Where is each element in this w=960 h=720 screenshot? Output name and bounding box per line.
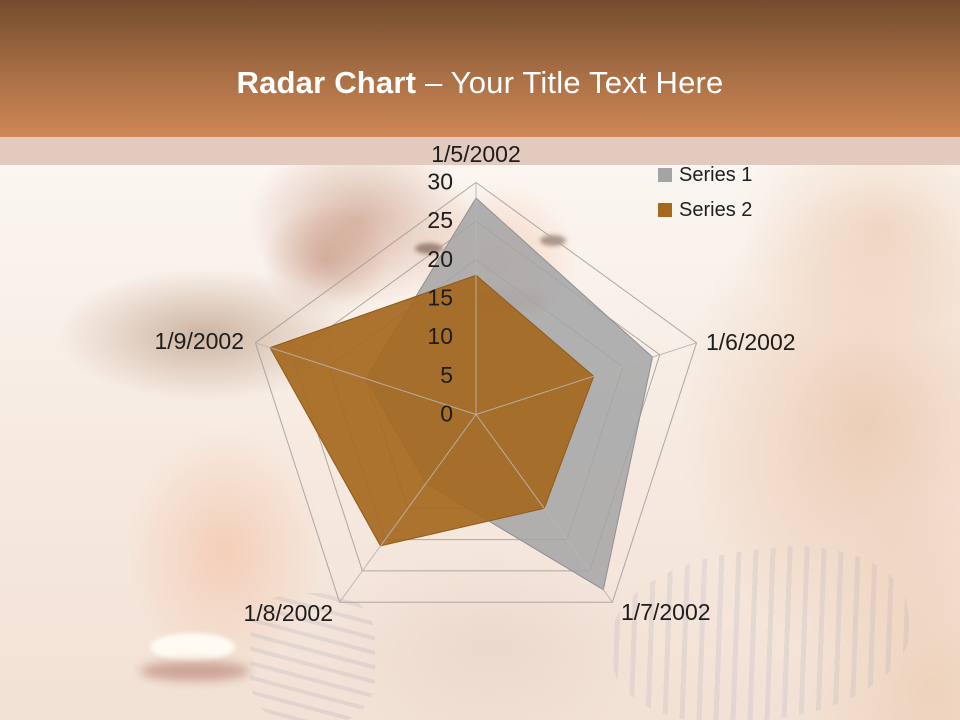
accent-strip (0, 137, 960, 165)
slide-title-bold: Radar Chart (236, 64, 417, 100)
category-label-3: 1/8/2002 (243, 600, 333, 626)
slide-title: Radar Chart – Your Title Text Here (237, 37, 724, 101)
category-label-1: 1/6/2002 (706, 329, 796, 355)
axis-spoke-2 (475, 414, 613, 603)
photo-striped-fabric-left (250, 593, 375, 720)
axis-spoke-3 (339, 414, 477, 603)
tick-label-10: 10 (427, 323, 453, 349)
legend-item-series-2: Series 2 (658, 199, 752, 221)
legend-label-series-1: Series 1 (679, 164, 753, 186)
tick-label-25: 25 (427, 207, 453, 233)
photo-eye-left (415, 243, 443, 254)
photo-smile (150, 633, 235, 661)
legend-label-series-2: Series 2 (679, 199, 753, 221)
tick-label-30: 30 (427, 169, 453, 195)
tick-label-5: 5 (440, 362, 453, 388)
series-1-swatch (658, 168, 672, 182)
slide-title-rest: – Your Title Text Here (416, 64, 724, 100)
series-2-polygon (269, 274, 595, 547)
legend-item-series-1: Series 1 (658, 164, 752, 186)
photo-smile-shadow (140, 661, 250, 681)
category-label-2: 1/7/2002 (621, 599, 711, 625)
tick-label-15: 15 (427, 285, 453, 311)
category-label-0: 1/5/2002 (431, 141, 521, 167)
tick-label-0: 0 (440, 401, 453, 427)
chart-legend: Series 1 Series 2 (658, 164, 752, 234)
category-label-4: 1/9/2002 (154, 328, 244, 354)
series-2-swatch (658, 203, 672, 217)
grid-ring-30 (254, 181, 698, 603)
tick-label-20: 20 (427, 246, 453, 272)
photo-eye-right (540, 235, 566, 246)
axis-spoke-4 (255, 342, 477, 415)
axis-spoke-1 (475, 342, 697, 415)
title-banner: Radar Chart – Your Title Text Here (0, 0, 960, 137)
